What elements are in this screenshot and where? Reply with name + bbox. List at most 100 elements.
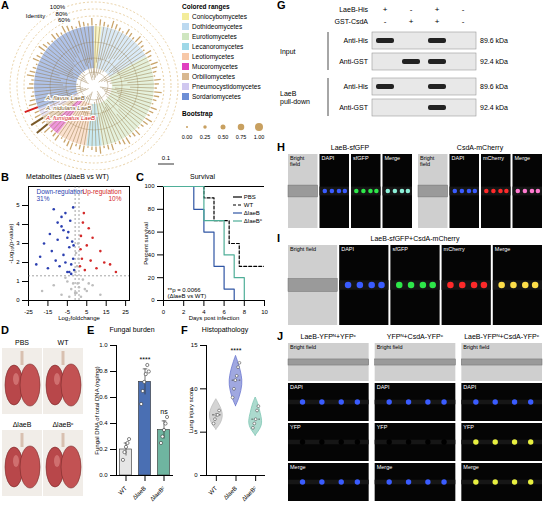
svg-text:Log₂foldchange: Log₂foldchange: [58, 315, 100, 321]
svg-text:YFP: YFP: [377, 424, 388, 430]
svg-text:-: -: [462, 5, 465, 14]
svg-text:Percent survival: Percent survival: [143, 222, 149, 265]
svg-text:+: +: [409, 17, 414, 26]
svg-text:A. flavus LaeB: A. flavus LaeB: [45, 95, 85, 101]
svg-text:0.00: 0.00: [182, 134, 193, 140]
svg-text:Eurotiomycetes: Eurotiomycetes: [192, 33, 238, 41]
svg-text:LaeB-YFPᴺ+CsdA-YFPᶜ: LaeB-YFPᴺ+CsdA-YFPᶜ: [464, 333, 539, 340]
svg-text:2: 2: [16, 259, 20, 265]
svg-text:GST-CsdA: GST-CsdA: [335, 18, 369, 25]
svg-text:Mucoromycetes: Mucoromycetes: [192, 63, 239, 71]
svg-text:40: 40: [148, 252, 155, 258]
svg-text:mCherry: mCherry: [483, 155, 504, 161]
svg-text:-: -: [384, 17, 387, 26]
svg-text:15: 15: [191, 342, 198, 348]
svg-text:sfGFP: sfGFP: [353, 155, 369, 161]
svg-text:Input: Input: [280, 48, 296, 56]
svg-text:+: +: [383, 5, 388, 14]
svg-text:PBS: PBS: [15, 339, 29, 346]
svg-text:Orbiliomycetes: Orbiliomycetes: [192, 73, 236, 81]
svg-text:pull-down: pull-down: [280, 98, 310, 106]
svg-text:0.25: 0.25: [200, 134, 211, 140]
svg-text:10: 10: [261, 309, 268, 315]
svg-text:YFPᴺ+CsdA-YFPᶜ: YFPᴺ+CsdA-YFPᶜ: [387, 333, 444, 340]
svg-text:Leotiomycetes: Leotiomycetes: [192, 53, 235, 61]
svg-text:DAPI: DAPI: [377, 384, 390, 390]
svg-text:ΔlaeBᶜ: ΔlaeBᶜ: [241, 485, 258, 502]
svg-text:LaeB-His: LaeB-His: [339, 6, 368, 13]
svg-text:1.0: 1.0: [99, 342, 108, 348]
svg-text:Colored ranges: Colored ranges: [182, 3, 230, 11]
svg-text:+: +: [435, 5, 440, 14]
svg-text:92.4 kDa: 92.4 kDa: [480, 58, 508, 65]
svg-text:Identity: Identity: [26, 13, 45, 19]
svg-text:Lecanoromycetes: Lecanoromycetes: [192, 43, 244, 51]
svg-text:5: 5: [194, 429, 198, 435]
svg-text:****: ****: [231, 347, 242, 354]
svg-text:1: 1: [16, 278, 20, 284]
svg-text:1.00: 1.00: [254, 134, 265, 140]
svg-text:Bright field: Bright field: [377, 344, 403, 350]
svg-text:ΔlaeB: ΔlaeB: [131, 485, 147, 501]
svg-text:60: 60: [148, 229, 155, 235]
svg-text:-15: -15: [44, 309, 53, 315]
svg-text:60%: 60%: [58, 17, 71, 23]
svg-text:CsdA-mCherry: CsdA-mCherry: [457, 144, 504, 152]
svg-text:mCherry: mCherry: [444, 246, 465, 252]
svg-text:25: 25: [122, 309, 129, 315]
svg-text:A. fumigatus LaeB: A. fumigatus LaeB: [45, 115, 95, 121]
svg-text:100: 100: [144, 183, 155, 189]
svg-text:0.0: 0.0: [99, 472, 108, 478]
svg-text:-25: -25: [24, 309, 33, 315]
svg-text:89.6 kDa: 89.6 kDa: [480, 37, 508, 44]
svg-text:0.1: 0.1: [162, 155, 171, 161]
svg-text:15: 15: [103, 309, 110, 315]
svg-text:0: 0: [162, 309, 166, 315]
svg-text:ΔlaeB: ΔlaeB: [222, 485, 238, 501]
svg-text:Merge: Merge: [495, 246, 511, 252]
svg-text:3: 3: [16, 240, 20, 246]
svg-text:-: -: [462, 17, 465, 26]
svg-text:100%: 100%: [50, 4, 66, 10]
svg-text:Pneumocystidomycetes: Pneumocystidomycetes: [192, 83, 261, 91]
svg-text:80: 80: [148, 206, 155, 212]
svg-text:-: -: [410, 5, 413, 14]
svg-text:Bright field: Bright field: [290, 344, 316, 350]
svg-text:Anti-His: Anti-His: [343, 37, 368, 44]
svg-text:Merge: Merge: [385, 155, 401, 161]
svg-text:Merge: Merge: [377, 464, 393, 470]
svg-text:0: 0: [151, 297, 155, 303]
svg-text:20: 20: [148, 275, 155, 281]
svg-text:Days post infection: Days post infection: [189, 315, 240, 321]
svg-text:YFP: YFP: [290, 424, 301, 430]
svg-text:sfGFP: sfGFP: [392, 246, 408, 252]
svg-text:DAPI: DAPI: [341, 246, 354, 252]
svg-text:**p = 0.0066(ΔlaeB vs WT): **p = 0.0066(ΔlaeB vs WT): [168, 287, 207, 299]
svg-text:Dothideomycetes: Dothideomycetes: [192, 23, 243, 31]
svg-text:0.75: 0.75: [236, 134, 247, 140]
svg-text:field: field: [290, 161, 300, 167]
svg-text:80%: 80%: [56, 11, 69, 17]
svg-text:0: 0: [194, 472, 198, 478]
svg-text:Anti-GST: Anti-GST: [339, 104, 369, 111]
svg-text:Up-regulation10%: Up-regulation10%: [82, 188, 121, 202]
svg-text:DAPI: DAPI: [463, 384, 476, 390]
svg-text:Fungal DNA of total DNA (ng/mg: Fungal DNA of total DNA (ng/mg): [94, 366, 100, 454]
svg-text:Anti-GST: Anti-GST: [339, 58, 369, 65]
svg-text:5: 5: [16, 202, 20, 208]
svg-text:DAPI: DAPI: [322, 155, 335, 161]
svg-text:-Log₁₀(p-value): -Log₁₀(p-value): [8, 223, 14, 263]
svg-text:2: 2: [182, 309, 186, 315]
svg-text:DAPI: DAPI: [290, 384, 303, 390]
svg-text:Down-regulation31%: Down-regulation31%: [37, 188, 85, 202]
svg-text:Sordariomycetes: Sordariomycetes: [192, 93, 242, 101]
svg-text:Coniocybomycetes: Coniocybomycetes: [192, 13, 248, 21]
svg-text:ΔlaeBᶜ: ΔlaeBᶜ: [52, 421, 74, 428]
svg-text:WT: WT: [58, 339, 70, 346]
svg-text:WT: WT: [208, 485, 219, 496]
svg-text:ΔlaeBᶜ: ΔlaeBᶜ: [149, 485, 166, 502]
svg-text:A. nidulans LaeB: A. nidulans LaeB: [45, 105, 91, 111]
svg-text:YFP: YFP: [463, 424, 474, 430]
svg-text:LaeB-sfGFP+CsdA-mCherry: LaeB-sfGFP+CsdA-mCherry: [371, 235, 460, 243]
svg-text:4: 4: [16, 221, 20, 227]
